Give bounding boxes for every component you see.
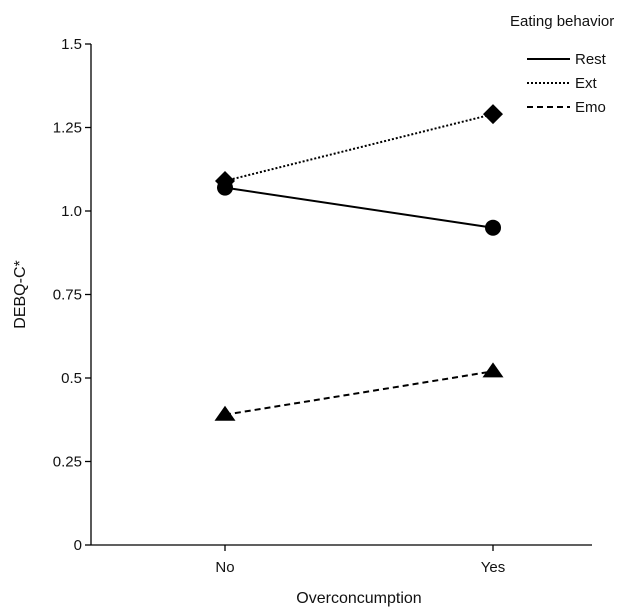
data-point-emo-yes: [482, 362, 504, 378]
y-tick-label: 1.0: [61, 203, 82, 220]
axes: [90, 44, 592, 546]
legend-label-ext: Ext: [575, 75, 598, 92]
data-point-ext-yes: [483, 104, 503, 125]
y-tick-label: 0.25: [53, 454, 82, 471]
y-tick-label: 0: [74, 537, 82, 554]
data-point-emo-no: [214, 405, 236, 421]
series-rest: [217, 179, 501, 236]
y-tick-label: 1.25: [53, 120, 82, 137]
legend-title: Eating behavior: [510, 13, 614, 30]
series-layer: [214, 104, 504, 421]
series-emo: [214, 362, 504, 421]
legend-item-emo: Emo: [527, 99, 606, 116]
data-point-rest-yes: [485, 219, 501, 236]
series-line-emo: [224, 370, 494, 416]
x-ticks: No Yes: [215, 545, 505, 576]
y-tick-label: 0.5: [61, 370, 82, 387]
x-tick-label: Yes: [481, 559, 505, 576]
series-line-ext: [224, 113, 494, 182]
series-line-rest: [224, 186, 494, 229]
y-tick-label: 0.75: [53, 287, 82, 304]
y-tick-label: 1.5: [61, 36, 82, 53]
legend-items: Rest Ext Emo: [527, 51, 607, 116]
data-point-ext-no: [215, 170, 235, 191]
legend-label-emo: Emo: [575, 99, 606, 116]
x-tick-label: No: [215, 559, 234, 576]
x-axis-label: Overconcumption: [296, 590, 421, 607]
series-ext: [215, 104, 503, 191]
legend-label-rest: Rest: [575, 51, 607, 68]
legend-item-rest: Rest: [527, 51, 607, 68]
y-ticks: 0 0.25 0.5 0.75 1.0 1.25 1.5: [53, 36, 91, 554]
legend: Eating behavior Rest Ext Emo: [510, 13, 614, 116]
legend-item-ext: Ext: [527, 75, 598, 92]
y-axis-label: DEBQ-C*: [12, 260, 29, 328]
